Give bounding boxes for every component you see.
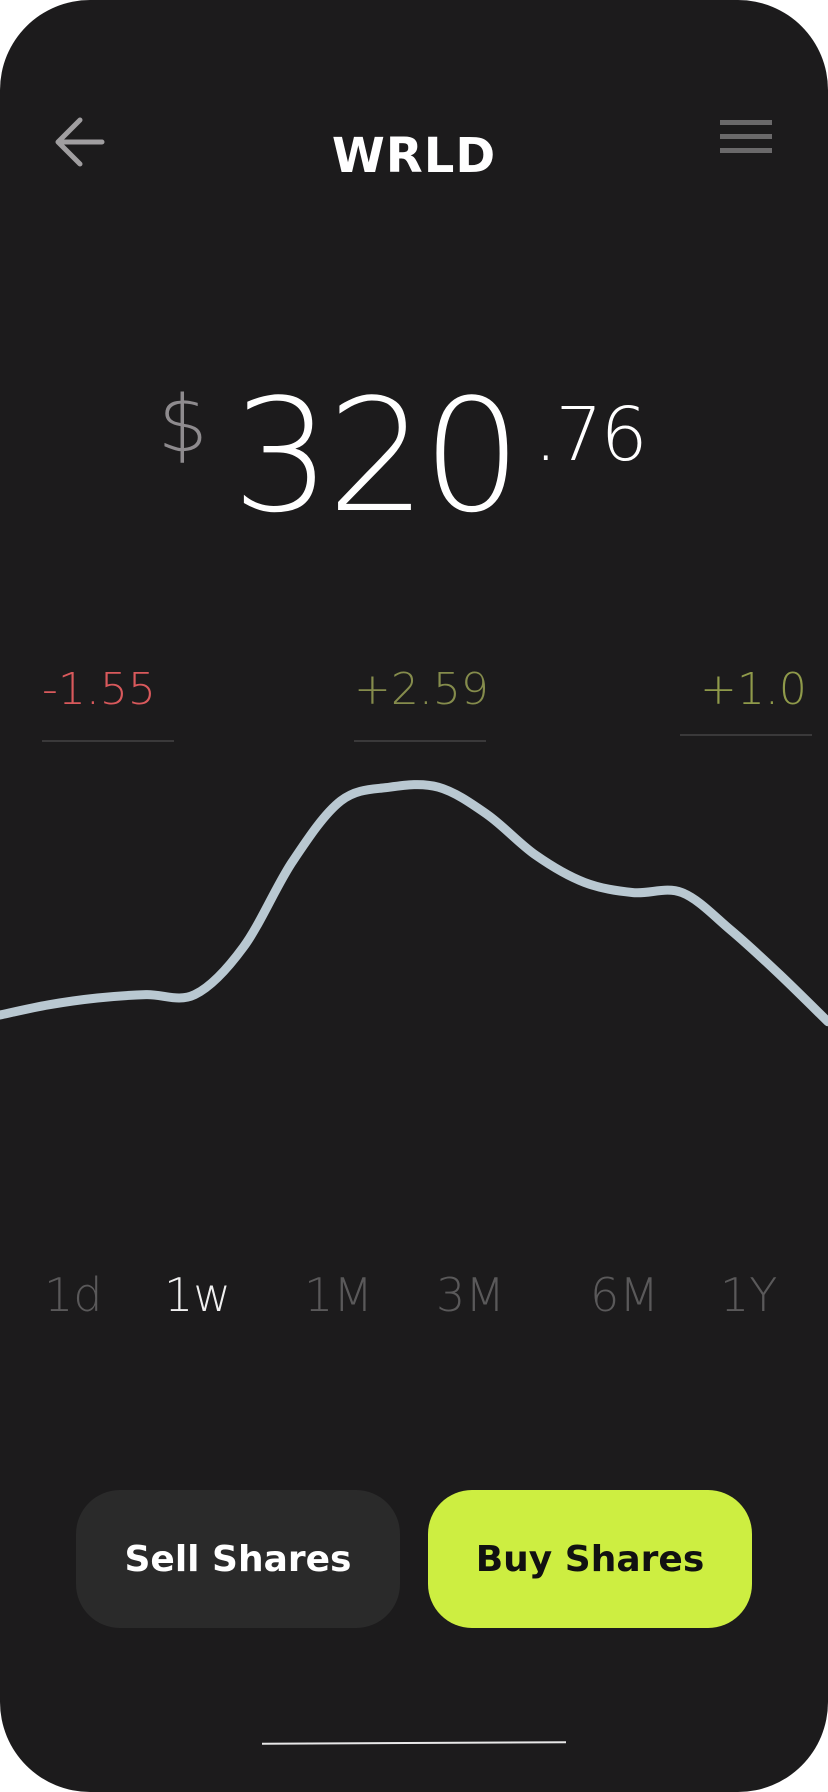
change-underline-2 [354,740,486,742]
price-integer: 320 [232,365,522,547]
change-underline-3 [680,734,812,736]
menu-button[interactable] [716,116,776,166]
range-option-3m[interactable]: 3M [436,1268,505,1322]
range-option-1y[interactable]: 1Y [720,1268,778,1322]
range-option-1m[interactable]: 1M [304,1268,373,1322]
hamburger-menu-icon [720,120,772,153]
price-currency-symbol: $ [158,380,208,470]
change-value-2: +2.59 [354,664,489,715]
change-underline-1 [42,740,174,742]
arrow-left-icon [55,117,105,167]
change-value-3: +1.0 [700,664,807,715]
change-value-1: -1.55 [42,664,156,715]
page-title: WRLD [331,128,497,184]
range-option-1w[interactable]: 1w [164,1268,231,1322]
price-line-chart [0,780,828,1027]
sell-shares-button[interactable]: Sell Shares [76,1490,400,1628]
range-option-6m[interactable]: 6M [590,1268,659,1322]
range-option-1d[interactable]: 1d [44,1268,103,1322]
buy-shares-button[interactable]: Buy Shares [428,1490,752,1628]
back-button[interactable] [52,112,112,172]
price-decimal: .76 [534,392,648,478]
price-line [0,780,828,1027]
home-indicator [261,1741,567,1745]
